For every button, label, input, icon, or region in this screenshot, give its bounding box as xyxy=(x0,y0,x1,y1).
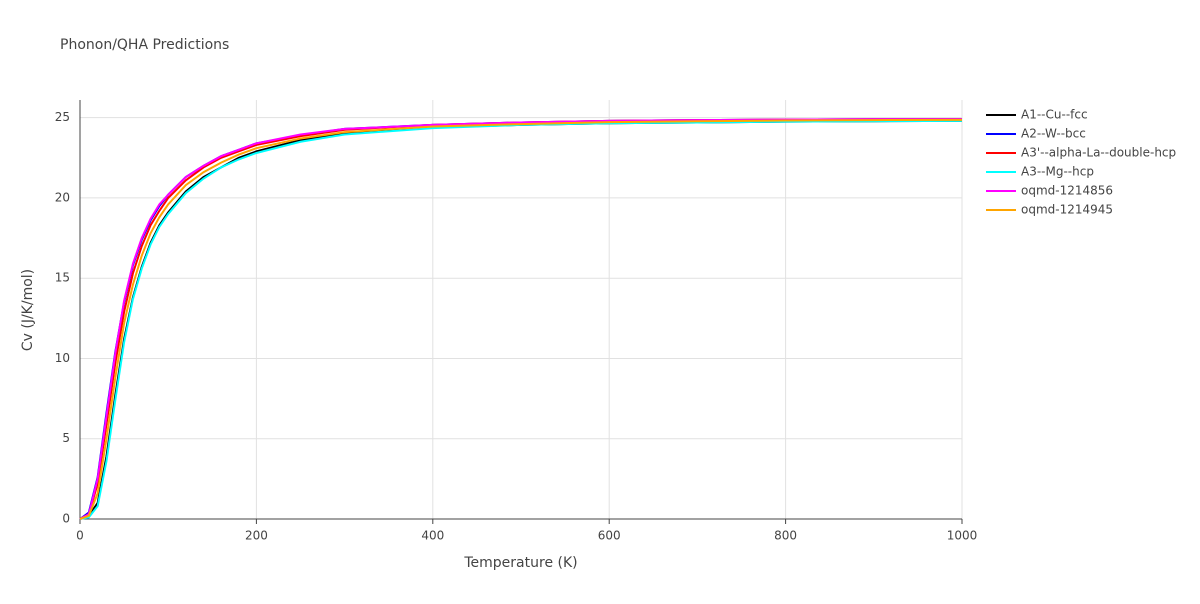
legend-label: oqmd-1214945 xyxy=(1021,203,1113,217)
y-tick-label: 25 xyxy=(55,110,70,124)
y-tick-label: 0 xyxy=(62,512,70,526)
legend-label: A3--Mg--hcp xyxy=(1021,165,1094,179)
x-tick-label: 1000 xyxy=(947,529,978,543)
series-line xyxy=(79,118,963,520)
legend-label: A1--Cu--fcc xyxy=(1021,108,1088,122)
series-line xyxy=(79,119,963,520)
y-tick-label: 15 xyxy=(55,271,70,285)
x-tick-label: 800 xyxy=(774,529,797,543)
x-axis-title: Temperature (K) xyxy=(463,555,577,571)
y-tick-label: 5 xyxy=(62,431,70,445)
legend-label: oqmd-1214856 xyxy=(1021,184,1113,198)
y-tick-label: 20 xyxy=(55,190,70,204)
y-tick-label: 10 xyxy=(55,351,70,365)
x-tick-label: 400 xyxy=(421,529,444,543)
series-line xyxy=(79,118,962,520)
series-line xyxy=(79,119,963,520)
legend-label: A3'--alpha-La--double-hcp xyxy=(1021,146,1176,160)
series-line xyxy=(79,118,962,520)
x-tick-label: 200 xyxy=(245,529,268,543)
x-tick-label: 0 xyxy=(76,529,84,543)
x-tick-label: 600 xyxy=(598,529,621,543)
chart-title: Phonon/QHA Predictions xyxy=(60,37,229,53)
y-axis-title: Cv (J/K/mol) xyxy=(20,269,36,351)
legend-label: A2--W--bcc xyxy=(1021,127,1086,141)
series-line xyxy=(79,118,962,520)
